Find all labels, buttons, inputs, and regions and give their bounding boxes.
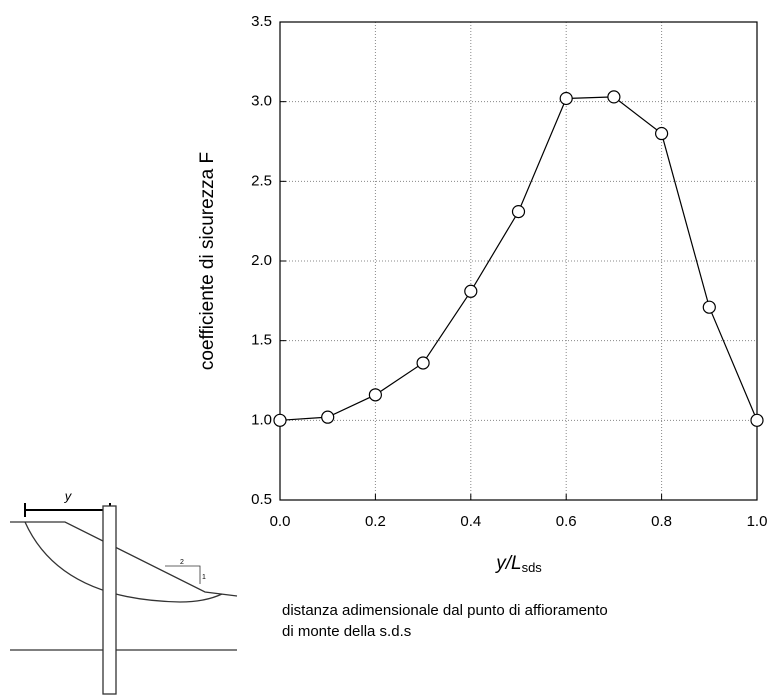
x-tick-label: 0.8 bbox=[651, 513, 672, 530]
y-tick-label: 3.0 bbox=[251, 93, 272, 110]
pile bbox=[102, 505, 117, 695]
x-tick-label: 0.4 bbox=[460, 513, 481, 530]
y-tick-label: 2.5 bbox=[251, 172, 272, 189]
data-point bbox=[702, 300, 716, 314]
x-tick-label: 1.0 bbox=[747, 513, 768, 530]
inset-diagram bbox=[10, 503, 238, 695]
y-tick-label: 3.5 bbox=[251, 13, 272, 30]
slope-label: 2 bbox=[180, 559, 184, 566]
data-point bbox=[464, 284, 478, 298]
x-axis-label: y/Lsds bbox=[494, 553, 542, 575]
y-tick-label: 1.5 bbox=[251, 332, 272, 349]
caption-line: di monte della s.d.s bbox=[282, 623, 411, 640]
y-axis-label: coefficiente di sicurezza F bbox=[197, 152, 218, 370]
data-point bbox=[321, 410, 335, 424]
data-point bbox=[416, 356, 430, 370]
data-point bbox=[750, 413, 764, 427]
slope-triangle bbox=[165, 565, 201, 584]
y-tick-label: 2.0 bbox=[251, 252, 272, 269]
ground-surface bbox=[10, 521, 238, 597]
x-axis-label-main: y/L bbox=[494, 553, 521, 574]
x-tick-label: 0.0 bbox=[270, 513, 291, 530]
data-point bbox=[273, 413, 287, 427]
data-line bbox=[279, 96, 758, 421]
slope-label: 1 bbox=[202, 574, 206, 581]
x-tick-label: 0.2 bbox=[365, 513, 386, 530]
data-point bbox=[654, 126, 669, 141]
plot: 0.5 1.0 1.5 2.0 2.5 3.0 3.5 0.0 0.2 0.4 0.6 0.8 1.0 bbox=[251, 13, 767, 530]
x-axis-label-sub: sds bbox=[522, 560, 543, 575]
grid bbox=[279, 21, 758, 501]
y-tick-label: 0.5 bbox=[251, 491, 272, 508]
slip-surface bbox=[24, 521, 223, 603]
inset-y-label: y bbox=[64, 488, 73, 503]
data-point bbox=[511, 205, 526, 219]
data-point bbox=[607, 90, 621, 104]
x-tick-label: 0.6 bbox=[556, 513, 577, 530]
caption-line: distanza adimensionale dal punto di affi… bbox=[282, 602, 608, 619]
data-point bbox=[368, 388, 382, 402]
data-point bbox=[559, 91, 573, 106]
y-tick-label: 1.0 bbox=[251, 411, 272, 428]
